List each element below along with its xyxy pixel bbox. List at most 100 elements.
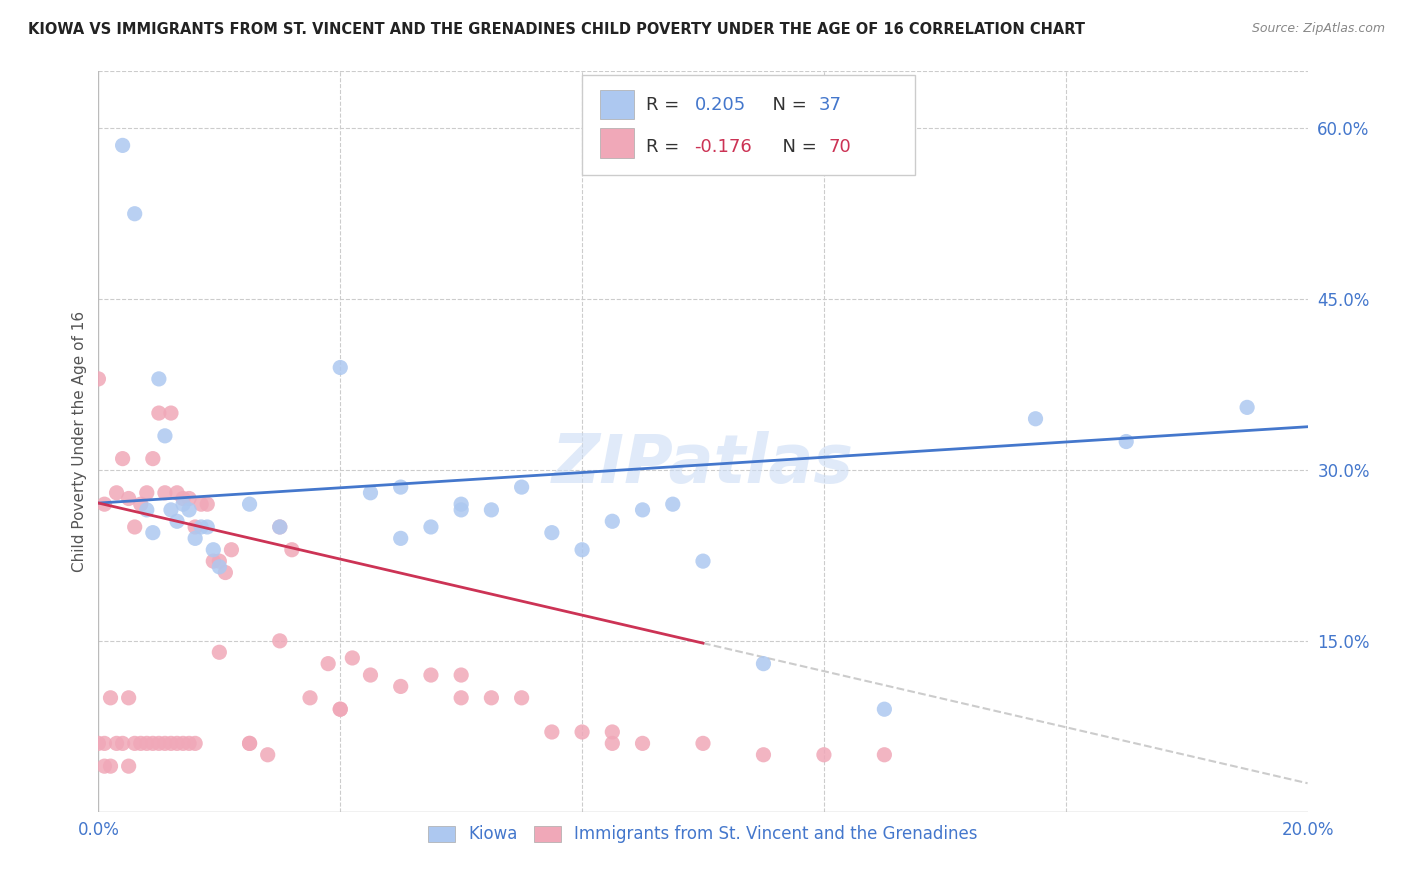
- Point: [100, 759, 122, 773]
- Point: [195, 520, 218, 534]
- Point: [571, 725, 593, 739]
- Point: [752, 657, 775, 671]
- Point: [208, 559, 231, 574]
- Point: [105, 736, 128, 750]
- Point: [692, 554, 714, 568]
- Legend: Kiowa, Immigrants from St. Vincent and the Grenadines: Kiowa, Immigrants from St. Vincent and t…: [420, 817, 986, 852]
- Point: [281, 542, 304, 557]
- Point: [111, 138, 134, 153]
- Point: [208, 645, 231, 659]
- Point: [184, 736, 207, 750]
- Point: [166, 736, 188, 750]
- Point: [481, 503, 503, 517]
- Point: [153, 485, 176, 500]
- Point: [481, 690, 503, 705]
- Point: [148, 406, 170, 420]
- Text: ZIPatlas: ZIPatlas: [553, 431, 853, 497]
- Point: [118, 759, 141, 773]
- Point: [221, 542, 243, 557]
- Point: [129, 497, 152, 511]
- Point: [602, 514, 624, 528]
- Point: [602, 736, 624, 750]
- Point: [540, 725, 562, 739]
- Point: [142, 451, 165, 466]
- Point: [118, 491, 141, 506]
- Point: [873, 702, 896, 716]
- Point: [510, 480, 533, 494]
- Point: [129, 736, 152, 750]
- Point: [602, 725, 624, 739]
- Point: [135, 736, 157, 750]
- Point: [389, 480, 412, 494]
- Point: [269, 520, 291, 534]
- Point: [208, 554, 231, 568]
- Point: [1236, 401, 1258, 415]
- Point: [239, 736, 262, 750]
- Point: [1115, 434, 1137, 449]
- Point: [179, 503, 201, 517]
- Point: [342, 651, 364, 665]
- Point: [172, 497, 194, 511]
- Point: [190, 497, 212, 511]
- Point: [239, 497, 262, 511]
- Point: [360, 485, 382, 500]
- Point: [450, 497, 472, 511]
- Text: N =: N =: [761, 95, 813, 113]
- Point: [420, 520, 443, 534]
- Point: [124, 736, 146, 750]
- Point: [105, 485, 128, 500]
- Point: [1024, 411, 1046, 425]
- Point: [661, 497, 683, 511]
- Point: [160, 736, 183, 750]
- Text: N =: N =: [770, 138, 823, 156]
- Point: [153, 429, 176, 443]
- Point: [329, 702, 352, 716]
- Point: [160, 406, 183, 420]
- Point: [329, 702, 352, 716]
- Point: [184, 532, 207, 546]
- Point: [195, 497, 218, 511]
- Y-axis label: Child Poverty Under the Age of 16: Child Poverty Under the Age of 16: [72, 311, 87, 572]
- Point: [631, 736, 654, 750]
- Point: [93, 736, 115, 750]
- FancyBboxPatch shape: [600, 90, 634, 120]
- Text: R =: R =: [647, 138, 685, 156]
- Text: Source: ZipAtlas.com: Source: ZipAtlas.com: [1251, 22, 1385, 36]
- Point: [631, 503, 654, 517]
- Text: 37: 37: [820, 95, 842, 113]
- Point: [124, 207, 146, 221]
- Point: [87, 372, 110, 386]
- Point: [190, 520, 212, 534]
- Point: [118, 690, 141, 705]
- Point: [135, 503, 157, 517]
- Point: [135, 485, 157, 500]
- Point: [692, 736, 714, 750]
- Point: [450, 668, 472, 682]
- FancyBboxPatch shape: [582, 75, 915, 175]
- Point: [202, 542, 225, 557]
- Point: [166, 514, 188, 528]
- Point: [100, 690, 122, 705]
- Point: [153, 736, 176, 750]
- Point: [160, 503, 183, 517]
- Point: [172, 736, 194, 750]
- Point: [111, 736, 134, 750]
- Point: [142, 736, 165, 750]
- Text: R =: R =: [647, 95, 685, 113]
- Point: [873, 747, 896, 762]
- Point: [389, 532, 412, 546]
- Point: [510, 690, 533, 705]
- Point: [752, 747, 775, 762]
- Point: [450, 690, 472, 705]
- Point: [299, 690, 322, 705]
- Point: [540, 525, 562, 540]
- Point: [360, 668, 382, 682]
- Point: [124, 520, 146, 534]
- Text: KIOWA VS IMMIGRANTS FROM ST. VINCENT AND THE GRENADINES CHILD POVERTY UNDER THE : KIOWA VS IMMIGRANTS FROM ST. VINCENT AND…: [28, 22, 1085, 37]
- Point: [269, 633, 291, 648]
- Point: [166, 485, 188, 500]
- Point: [214, 566, 236, 580]
- Point: [571, 542, 593, 557]
- Point: [256, 747, 278, 762]
- Point: [269, 520, 291, 534]
